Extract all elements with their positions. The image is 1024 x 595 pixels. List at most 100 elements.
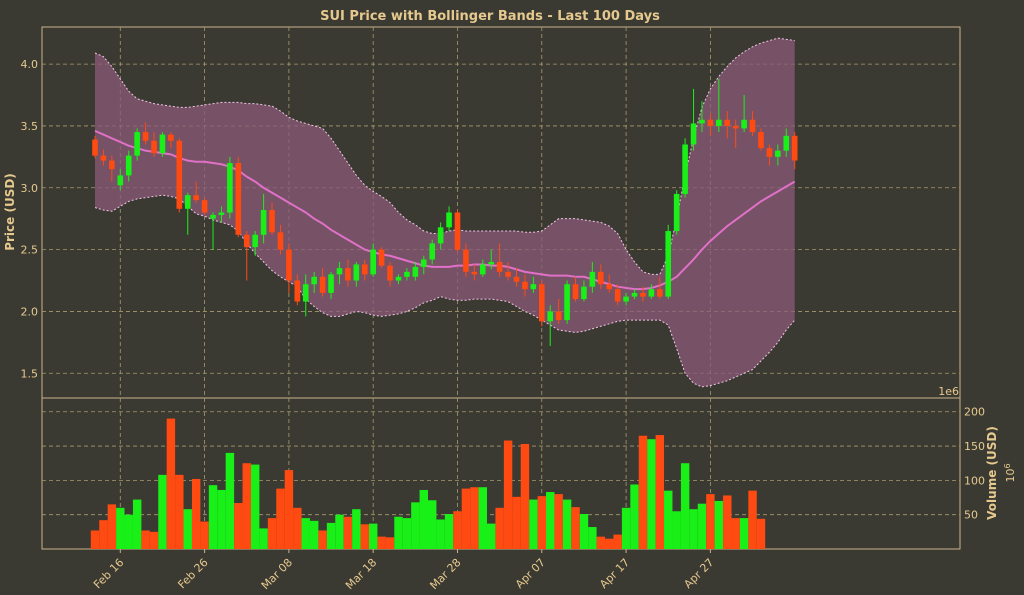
volume-bar [436,519,445,549]
volume-bar [149,531,159,549]
candle-body [589,271,596,287]
candle-body [378,249,385,266]
volume-bar [630,484,639,549]
volume-bar [512,496,521,549]
volume-bar [166,418,176,549]
volume-bar [444,513,454,549]
volume-bar [124,514,133,549]
volume-bar [723,495,732,549]
candle-body [463,249,469,272]
volume-bar [99,520,108,549]
volume-bar [242,463,251,549]
volume-scale-exponent: 106 [1003,463,1018,482]
candle-body [92,139,98,156]
volume-bar [605,538,614,549]
x-tick-label: Apr 17 [597,556,632,591]
volume-bar [234,503,243,549]
price-tick-label: 3.5 [21,120,39,133]
candle-body [361,264,368,275]
volume-tick-label: 100 [964,474,985,487]
x-tick-label: Apr 27 [681,556,716,591]
volume-bar [90,530,100,549]
volume-bar [141,530,150,549]
volume-bar [116,507,125,549]
x-tick-label: Mar 28 [427,556,463,592]
volume-bar [208,485,218,549]
candle-body [395,276,402,281]
volume-bar [343,516,353,549]
volume-bar [335,514,344,549]
candle-body [479,264,486,275]
volume-bar [453,511,462,549]
volume-tick-label: 150 [964,440,985,453]
volume-bar [470,487,479,549]
volume-bar [428,500,437,549]
candle-body [125,155,132,176]
candle-body [420,259,427,267]
candle-body [227,163,233,213]
volume-bar [638,435,648,549]
bollinger-lower-band [94,194,796,388]
volume-bar [487,523,496,549]
volume-bar [748,490,757,549]
candle-body [252,234,258,248]
price-tick-label: 4.0 [21,58,39,71]
candle-body [505,271,511,277]
candle-body [741,119,747,129]
candle-body [277,232,284,250]
candle-body [631,292,638,297]
volume-bar [503,440,513,549]
candle-body [657,289,663,297]
volume-bar [756,518,766,549]
volume-bar [368,523,378,549]
candle-body [151,140,157,154]
volume-bar [191,478,201,549]
candle-body [454,212,461,250]
candle-body [260,210,267,235]
candle-body [176,140,183,209]
candle-body [201,200,208,213]
candle-body [446,212,452,228]
volume-bar [385,537,395,549]
candle-body [513,276,520,282]
candle-body [429,243,435,260]
volume-bar [562,499,572,549]
candle-body [269,210,275,233]
volume-scale-offset: 1e6 [938,385,959,398]
candle-body [294,280,301,302]
candle-body [699,119,705,124]
candle-body [319,276,326,293]
volume-bar [259,528,268,549]
volume-bar [461,488,471,549]
volume-bar [411,502,420,549]
candle-body [471,271,478,275]
volume-bar [132,499,142,549]
volume-bar [377,536,386,549]
candle-body [142,132,149,141]
bollinger-middle-band [94,129,796,291]
candle-body [193,195,199,201]
volume-bar [739,518,749,549]
volume-bar [309,520,319,549]
candle-body [555,311,562,321]
x-tick-label: Mar 18 [343,556,379,592]
candle-body [783,135,790,151]
volume-bar [360,524,369,549]
candle-body [286,249,292,281]
price-tick-label: 1.5 [21,367,39,380]
candle-body [640,292,646,297]
candle-body [496,261,503,272]
volume-bar [579,513,589,549]
volume-bar [596,536,606,549]
x-tick-label: Feb 16 [91,556,126,591]
price-tick-label: 3.0 [21,182,39,195]
volume-bar [664,490,673,549]
volume-bar [731,518,740,549]
candle-body [716,119,722,126]
volume-bar [520,443,530,549]
candle-body [673,193,680,232]
volume-tick-label: 50 [964,509,978,522]
volume-bar [655,435,665,549]
candle-body [623,296,629,302]
